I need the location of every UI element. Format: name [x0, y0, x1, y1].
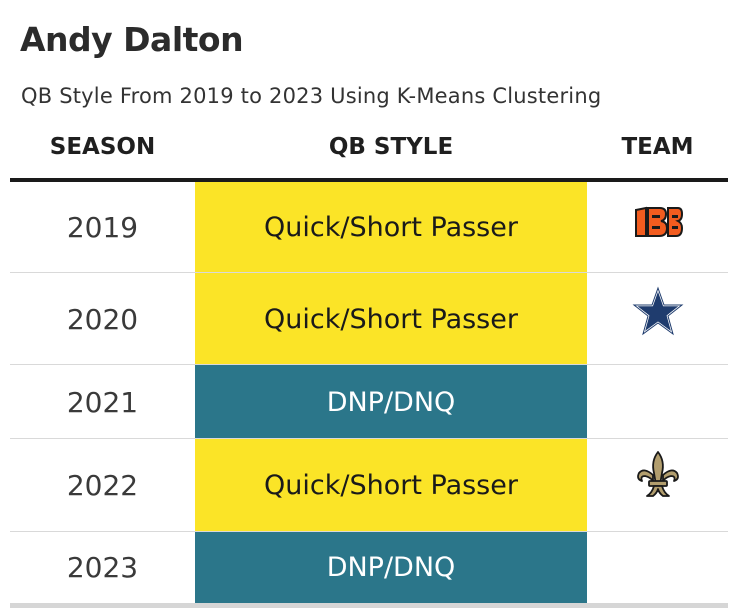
row-divider	[10, 531, 728, 532]
qb-style-cell: DNP/DNQ	[195, 532, 587, 603]
table-row-2022: 2022 Quick/Short Passer	[10, 439, 728, 532]
table-row-2021: 2021 DNP/DNQ	[10, 365, 728, 439]
season-cell: 2023	[66, 551, 139, 584]
page-subtitle: QB Style From 2019 to 2023 Using K-Means…	[21, 84, 602, 108]
qb-style-cell: Quick/Short Passer	[195, 439, 587, 532]
row-divider	[10, 364, 728, 365]
column-header-team: TEAM	[621, 134, 694, 160]
table-row-2023: 2023 DNP/DNQ	[10, 532, 728, 603]
team-cell	[587, 182, 728, 273]
season-cell: 2022	[66, 469, 139, 502]
column-header-qb-style: QB STYLE	[328, 134, 454, 160]
qb-style-cell: Quick/Short Passer	[195, 182, 587, 273]
qb-style-cell: DNP/DNQ	[195, 365, 587, 439]
qb-style-cell: Quick/Short Passer	[195, 273, 587, 365]
season-cell: 2019	[66, 211, 139, 244]
team-cell	[587, 365, 728, 439]
bengals-logo-icon	[635, 206, 684, 237]
season-cell: 2020	[66, 302, 139, 336]
row-divider	[10, 272, 728, 273]
season-cell: 2021	[66, 385, 139, 419]
table-bottom-rule	[10, 603, 728, 608]
page-title: Andy Dalton	[20, 20, 244, 59]
saints-fleur-de-lis-icon	[637, 451, 679, 497]
row-divider	[10, 438, 728, 439]
header-divider	[10, 178, 728, 182]
team-cell	[587, 439, 728, 532]
table-row-2019: 2019 Quick/Short Passer	[10, 182, 728, 273]
cowboys-star-icon	[632, 286, 684, 338]
team-cell	[587, 273, 728, 365]
column-header-season: SEASON	[49, 134, 156, 160]
table-row-2020: 2020 Quick/Short Passer	[10, 273, 728, 365]
team-cell	[587, 532, 728, 603]
